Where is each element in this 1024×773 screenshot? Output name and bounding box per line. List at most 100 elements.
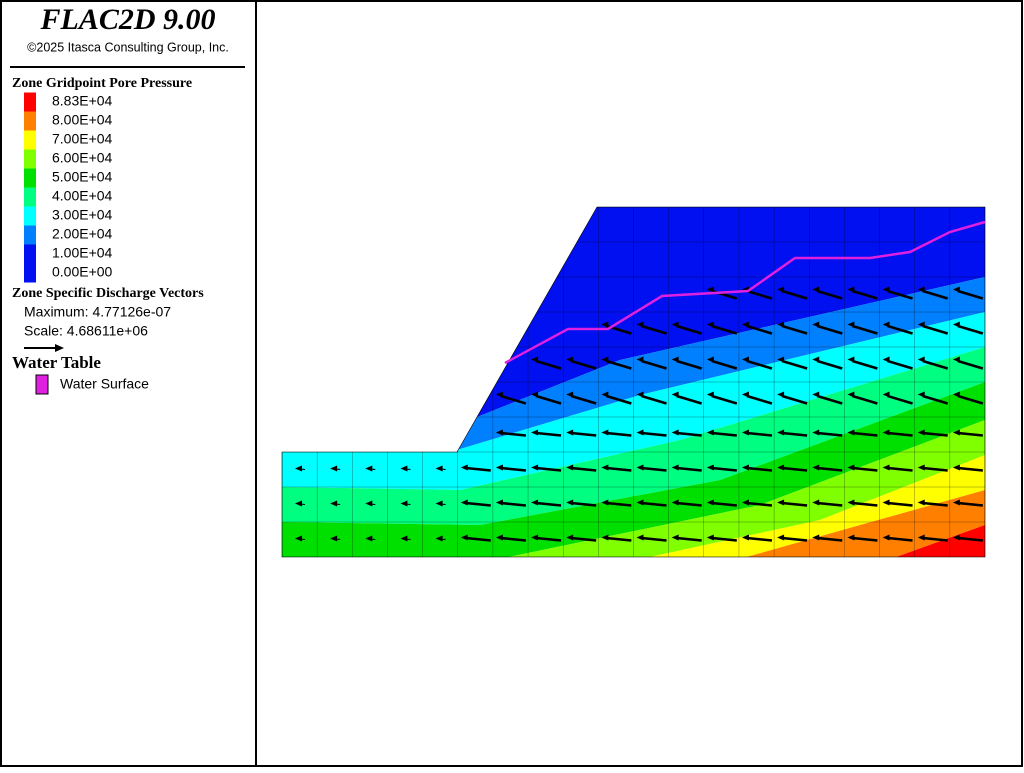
discharge-vector bbox=[606, 536, 632, 542]
discharge-vector bbox=[605, 394, 632, 405]
discharge-arrowhead bbox=[952, 429, 960, 436]
discharge-vector bbox=[535, 466, 562, 472]
discharge-vector bbox=[711, 466, 737, 472]
copyright: ©2025 Itasca Consulting Group, Inc. bbox=[27, 40, 229, 54]
discharge-vector bbox=[957, 431, 983, 437]
discharge-arrowhead bbox=[706, 321, 714, 328]
discharge-vector bbox=[571, 501, 597, 507]
legend-swatch bbox=[24, 168, 36, 188]
discharge-arrowhead bbox=[460, 499, 468, 506]
discharge-vector bbox=[676, 324, 703, 335]
discharge-arrowhead bbox=[812, 286, 820, 293]
discharge-arrowhead bbox=[531, 356, 539, 363]
discharge-vector bbox=[535, 394, 562, 405]
discharge-arrowhead bbox=[777, 356, 785, 363]
discharge-vector bbox=[746, 501, 773, 507]
discharge-arrowhead bbox=[566, 356, 574, 363]
discharge-arrowhead bbox=[706, 429, 714, 436]
legend-swatch bbox=[24, 130, 36, 150]
discharge-arrowhead bbox=[671, 499, 679, 506]
discharge-arrowhead bbox=[601, 321, 609, 328]
discharge-arrowhead bbox=[330, 500, 338, 507]
discharge-arrowhead bbox=[495, 464, 503, 471]
discharge-arrowhead bbox=[460, 464, 468, 471]
discharge-arrowhead bbox=[295, 465, 302, 472]
discharge-vector bbox=[535, 359, 562, 370]
vector-scale: Scale: 4.68611e+06 bbox=[24, 323, 148, 339]
discharge-vector bbox=[781, 431, 808, 437]
discharge-vector bbox=[852, 289, 878, 300]
discharge-arrowhead bbox=[400, 465, 408, 472]
discharge-arrowhead bbox=[847, 391, 855, 398]
pressure-band bbox=[282, 490, 985, 557]
discharge-arrowhead bbox=[636, 391, 644, 398]
legend-label: 2.00E+04 bbox=[52, 226, 113, 242]
discharge-vector bbox=[887, 359, 913, 370]
discharge-arrowhead bbox=[601, 499, 609, 506]
discharge-arrowhead bbox=[917, 534, 925, 541]
legend-label: 8.00E+04 bbox=[52, 112, 113, 128]
discharge-vector bbox=[781, 289, 808, 300]
discharge-vector bbox=[711, 394, 738, 405]
discharge-vector bbox=[641, 536, 667, 542]
model-outline bbox=[281, 206, 986, 558]
discharge-vector bbox=[887, 501, 913, 507]
discharge-vector bbox=[641, 394, 667, 405]
discharge-arrowhead bbox=[566, 391, 574, 398]
discharge-arrowhead bbox=[671, 356, 679, 363]
discharge-arrowhead bbox=[601, 356, 609, 363]
discharge-vector bbox=[746, 324, 773, 335]
discharge-arrowhead bbox=[917, 356, 925, 363]
discharge-vector bbox=[852, 466, 878, 472]
discharge-arrowhead bbox=[741, 321, 749, 328]
discharge-arrowhead bbox=[531, 429, 539, 436]
discharge-vector bbox=[957, 359, 984, 370]
discharge-arrowhead bbox=[777, 534, 785, 541]
discharge-vector bbox=[606, 431, 632, 437]
discharge-vector bbox=[957, 324, 984, 335]
discharge-vector bbox=[570, 359, 597, 370]
discharge-arrowhead bbox=[882, 391, 890, 398]
discharge-vector bbox=[676, 501, 702, 507]
discharge-vector bbox=[535, 431, 562, 437]
discharge-arrowhead bbox=[777, 429, 785, 436]
legend-swatch bbox=[24, 92, 36, 112]
discharge-vector bbox=[816, 289, 843, 300]
discharge-vector bbox=[746, 394, 773, 405]
discharge-vector bbox=[781, 501, 808, 507]
discharge-vector bbox=[746, 359, 773, 370]
discharge-vector bbox=[852, 501, 878, 507]
discharge-arrowhead bbox=[882, 286, 890, 293]
discharge-arrowhead bbox=[917, 321, 925, 328]
discharge-arrowhead bbox=[777, 391, 785, 398]
discharge-arrowhead bbox=[952, 286, 960, 293]
discharge-arrowhead bbox=[847, 429, 855, 436]
discharge-arrowhead bbox=[741, 534, 749, 541]
discharge-arrowhead bbox=[741, 464, 749, 471]
discharge-vector bbox=[887, 289, 913, 300]
discharge-arrowhead bbox=[777, 464, 785, 471]
legend-swatch bbox=[24, 187, 36, 207]
discharge-vector bbox=[922, 289, 949, 300]
discharge-vector bbox=[781, 324, 808, 335]
discharge-arrowhead bbox=[741, 356, 749, 363]
discharge-arrowhead bbox=[601, 534, 609, 541]
pressure-band bbox=[282, 382, 985, 557]
discharge-arrowhead bbox=[601, 429, 609, 436]
discharge-vector bbox=[887, 466, 913, 472]
discharge-arrowhead bbox=[400, 535, 408, 542]
discharge-vector bbox=[465, 466, 491, 472]
discharge-arrowhead bbox=[636, 464, 644, 471]
discharge-vector bbox=[606, 466, 632, 472]
pressure-band bbox=[282, 312, 985, 490]
discharge-vector bbox=[641, 359, 667, 370]
vector-maximum: Maximum: 4.77126e-07 bbox=[24, 304, 171, 320]
discharge-vector bbox=[852, 359, 878, 370]
discharge-arrowhead bbox=[777, 499, 785, 506]
discharge-vector bbox=[922, 394, 949, 405]
discharge-vector bbox=[465, 536, 491, 542]
discharge-vector bbox=[605, 359, 632, 370]
contour-legend: 8.83E+04 8.00E+04 7.00E+04 6.00E+04 5.00E+04… bbox=[24, 92, 113, 283]
water-item: Water Surface bbox=[60, 376, 149, 392]
discharge-vector bbox=[957, 466, 983, 472]
